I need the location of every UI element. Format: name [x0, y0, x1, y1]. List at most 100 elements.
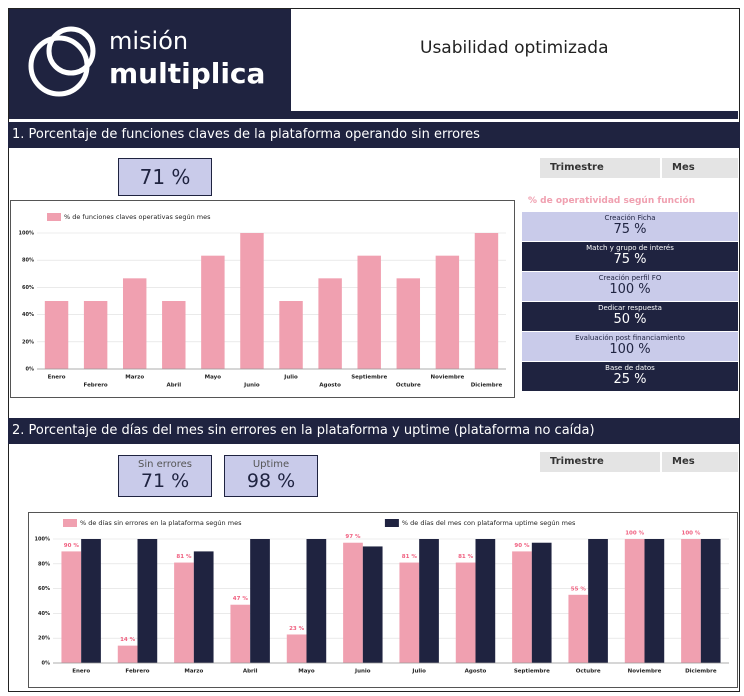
function-name: Evaluación post financiamiento	[575, 334, 685, 342]
chart: 0% 20% 40% 60% 80% 100% % de funciones claves …	[19, 213, 506, 389]
bar	[357, 255, 381, 369]
logo-icon	[28, 26, 96, 97]
kpi: Uptime 98 %	[224, 455, 318, 497]
value-label: 81 %	[176, 554, 192, 560]
kpi-value: 98 %	[246, 470, 296, 492]
functions-title: % de operatividad según función	[528, 196, 696, 206]
bar	[624, 539, 645, 663]
x-tick-label: Octubre	[396, 383, 421, 389]
filter[interactable]: Mes	[662, 158, 738, 178]
section-title: 2. Porcentaje de días del mes sin errore…	[8, 418, 740, 444]
bar	[396, 278, 421, 369]
x-tick-label: Noviembre	[431, 375, 465, 381]
bar	[137, 539, 158, 663]
x-tick-label: Enero	[72, 669, 90, 675]
bar	[193, 551, 214, 663]
value-label: 100 %	[625, 531, 644, 537]
value-label: 83,33 %	[200, 247, 225, 253]
function-name: Dedicar respuesta	[598, 304, 662, 312]
function-name: Base de datos	[605, 364, 655, 372]
x-tick-label: Septiembre	[351, 375, 387, 381]
y-tick-label: 40%	[38, 611, 50, 617]
value-label: 81 %	[458, 554, 474, 560]
bar	[81, 539, 101, 663]
x-tick-label: Diciembre	[685, 669, 717, 675]
value-label: 66,67 %	[396, 270, 421, 276]
x-tick-label: Febrero	[84, 383, 108, 389]
legend-label: % de días del mes con plataforma uptime …	[402, 519, 576, 527]
filter[interactable]: Trimestre	[540, 158, 660, 178]
bar	[117, 645, 138, 663]
value-label: 50 %	[166, 293, 182, 299]
x-tick-label: Agosto	[319, 383, 341, 389]
x-tick-label: Junio	[354, 669, 371, 675]
x-tick-label: Noviembre	[628, 669, 662, 675]
bar	[306, 539, 327, 663]
filter[interactable]: Mes	[662, 452, 738, 472]
bar	[230, 604, 251, 663]
bar	[44, 301, 69, 369]
bar	[475, 539, 496, 663]
chart: 0% 20% 40% 60% 80% 100% % de días sin errores …	[35, 519, 729, 675]
bar	[122, 278, 147, 369]
x-tick-label: Septiembre	[514, 669, 550, 675]
filter[interactable]: Trimestre	[540, 452, 660, 472]
x-tick-label: Marzo	[125, 375, 144, 381]
y-tick-label: 60%	[22, 285, 34, 291]
bar	[162, 301, 186, 369]
divider	[9, 111, 738, 119]
bar	[61, 551, 82, 663]
value-label: 50 %	[49, 293, 65, 299]
section-title: 1. Porcentaje de funciones claves de la …	[8, 122, 740, 148]
bar	[419, 539, 439, 663]
x-tick-label: Agosto	[465, 669, 487, 675]
bar	[588, 539, 608, 663]
function-name: Match y grupo de interés	[586, 244, 674, 252]
value-label: 100 %	[682, 531, 701, 537]
chart-box: 0% 20% 40% 60% 80% 100% % de días sin errores …	[28, 512, 738, 688]
legend-label: % de días sin errores en la plataforma s…	[80, 519, 242, 527]
x-tick-label: Julio	[283, 375, 298, 381]
y-tick-label: 0%	[42, 661, 51, 667]
bar	[250, 539, 270, 663]
x-tick-label: Febrero	[125, 669, 149, 675]
function-row: Match y grupo de interés 75 %	[522, 242, 738, 271]
bar	[700, 539, 721, 663]
function-row: Creación Ficha 75 %	[522, 212, 738, 241]
page-title: Usabilidad optimizada	[420, 38, 609, 58]
bar	[568, 594, 589, 663]
chart-box: 0% 20% 40% 60% 80% 100% % de funciones claves …	[10, 200, 515, 398]
bar	[435, 255, 460, 369]
kpi-label: Uptime	[252, 459, 290, 470]
x-tick-label: Mayo	[205, 375, 222, 381]
legend-swatch	[384, 519, 399, 527]
y-tick-label: 80%	[38, 561, 50, 567]
x-tick-label: Mayo	[298, 669, 315, 675]
function-row: Dedicar respuesta 50 %	[522, 302, 738, 331]
value-label: 90 %	[64, 543, 80, 549]
bar	[362, 546, 383, 663]
kpi: Sin errores 71 %	[118, 455, 212, 497]
x-tick-label: Junio	[243, 383, 260, 389]
bar	[474, 233, 499, 369]
logo-top: misión	[109, 27, 189, 55]
functions-table: Creación Ficha 75 % Match y grupo de inter…	[522, 212, 738, 392]
function-name: Creación Ficha	[604, 214, 656, 222]
bar	[240, 233, 264, 369]
bar	[318, 278, 342, 369]
value-label: 14 %	[120, 637, 136, 643]
function-value: 75 %	[613, 222, 647, 237]
value-label: 90 %	[514, 543, 530, 549]
value-label: 50 %	[283, 293, 299, 299]
value-label: 83,33 %	[435, 247, 460, 253]
y-tick-label: 0%	[26, 367, 35, 373]
logo-panel: misión multiplica	[9, 9, 291, 111]
x-tick-label: Julio	[411, 669, 426, 675]
legend-label: % de funciones claves operativas según m…	[64, 213, 211, 221]
y-tick-label: 60%	[38, 586, 50, 592]
x-tick-label: Abril	[243, 669, 258, 675]
value-label: 50 %	[88, 293, 104, 299]
value-label: 83,33 %	[357, 247, 382, 253]
y-tick-label: 100%	[35, 537, 50, 543]
